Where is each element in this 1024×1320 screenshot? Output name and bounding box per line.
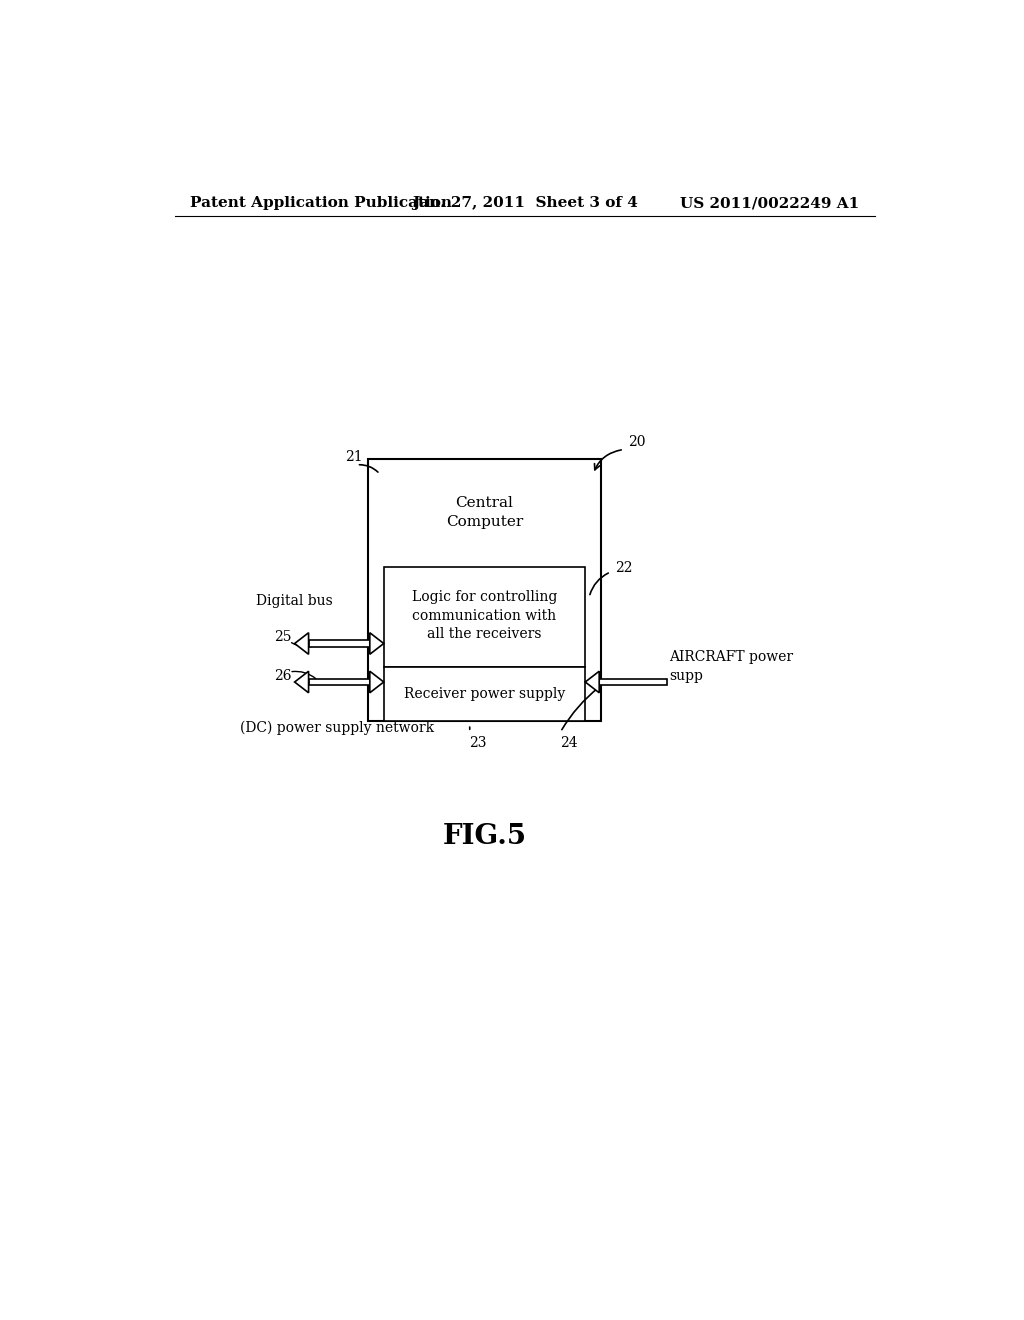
Text: Receiver power supply: Receiver power supply (403, 686, 565, 701)
Text: AIRCRAFT power
supp: AIRCRAFT power supp (669, 651, 793, 682)
Polygon shape (295, 632, 308, 655)
Bar (308, 640, 370, 647)
Text: 20: 20 (628, 434, 645, 449)
Text: 26: 26 (273, 669, 291, 682)
Text: 21: 21 (345, 450, 362, 465)
Text: FIG.5: FIG.5 (442, 822, 526, 850)
Polygon shape (586, 671, 599, 693)
Text: (DC) power supply network: (DC) power supply network (241, 721, 434, 735)
Bar (599, 678, 667, 685)
Text: 25: 25 (273, 631, 291, 644)
Text: 23: 23 (469, 737, 486, 750)
Text: 22: 22 (614, 561, 632, 576)
Text: Jan. 27, 2011  Sheet 3 of 4: Jan. 27, 2011 Sheet 3 of 4 (412, 197, 638, 210)
Text: Patent Application Publication: Patent Application Publication (190, 197, 452, 210)
Polygon shape (370, 671, 384, 693)
Bar (384, 667, 586, 721)
Text: 24: 24 (560, 737, 579, 750)
Text: US 2011/0022249 A1: US 2011/0022249 A1 (680, 197, 859, 210)
Polygon shape (295, 671, 308, 693)
Bar (369, 459, 601, 721)
Polygon shape (370, 632, 384, 655)
Text: Logic for controlling
communication with
all the receivers: Logic for controlling communication with… (412, 590, 557, 642)
Bar (308, 678, 370, 685)
Bar (384, 566, 586, 667)
Text: Digital bus: Digital bus (256, 594, 333, 609)
Text: Central
Computer: Central Computer (445, 496, 523, 529)
